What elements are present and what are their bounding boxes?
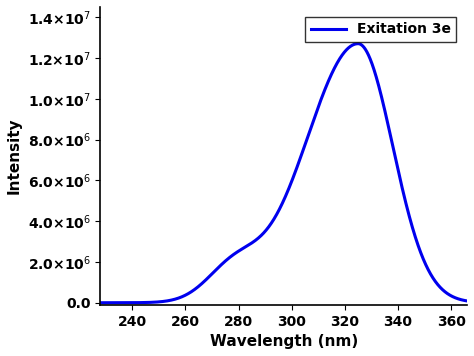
Exitation 3e [276,209,282,213]
Exitation 3e [454,296,459,300]
Exitation 3e [266,224,272,229]
Y-axis label: Intensity: Intensity [7,117,22,194]
Legend: Exitation 3e: Exitation 3e [306,17,456,42]
Exitation 3e [464,299,470,303]
Exitation 3e [386,128,392,132]
Exitation 3e [98,300,103,305]
Exitation 3e [355,42,361,46]
Exitation 3e [116,300,122,305]
X-axis label: Wavelength (nm): Wavelength (nm) [210,334,358,349]
Exitation 3e [454,296,459,300]
Line: Exitation 3e: Exitation 3e [100,44,467,303]
